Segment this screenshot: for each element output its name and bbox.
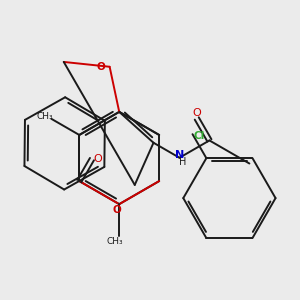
Text: CH₃: CH₃: [36, 112, 53, 121]
Text: Cl: Cl: [194, 131, 205, 142]
Text: O: O: [93, 154, 102, 164]
Text: H: H: [179, 158, 186, 167]
Text: O: O: [112, 205, 121, 215]
Text: O: O: [97, 62, 106, 72]
Text: O: O: [192, 108, 201, 118]
Text: CH₃: CH₃: [106, 238, 123, 247]
Text: N: N: [175, 150, 184, 161]
